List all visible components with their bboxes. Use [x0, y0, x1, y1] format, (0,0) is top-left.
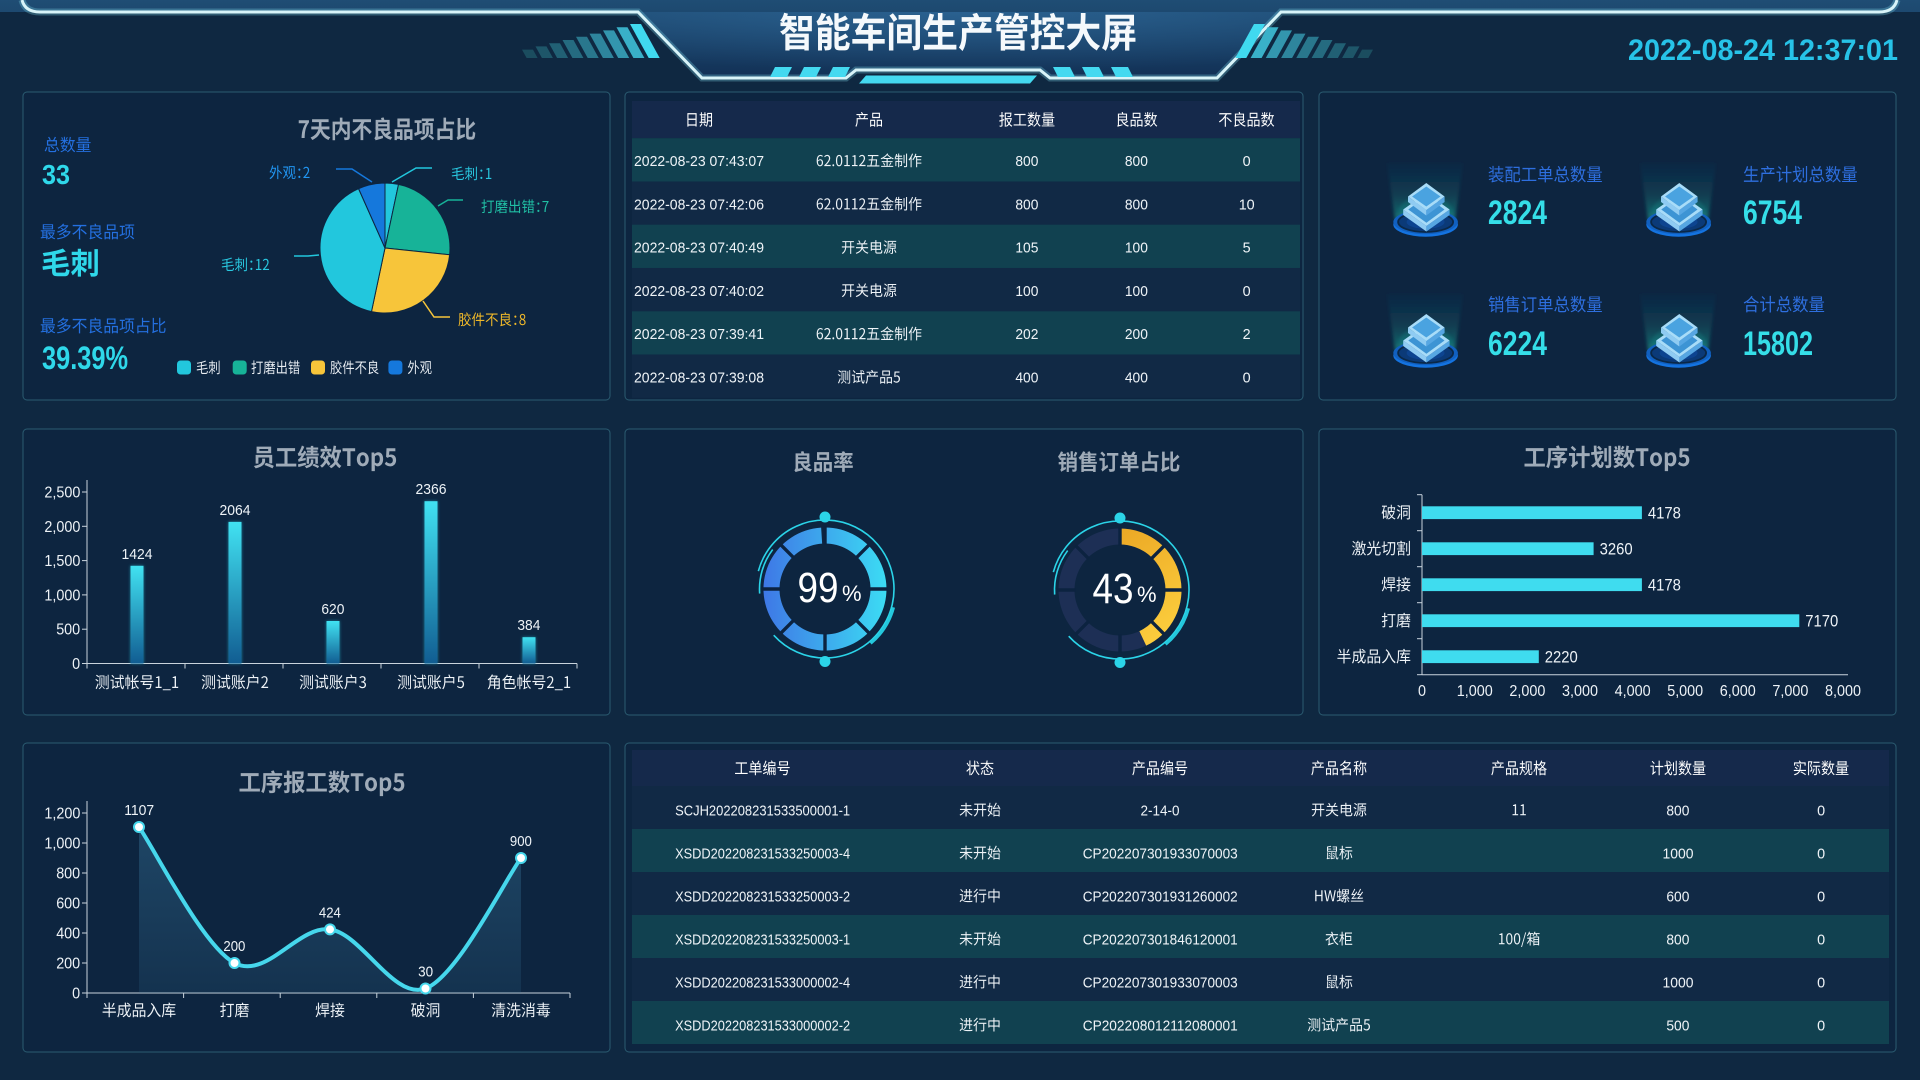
svg-text:100: 100 [1125, 240, 1148, 257]
svg-text:2824: 2824 [1488, 194, 1547, 232]
svg-text:5: 5 [1243, 240, 1251, 257]
svg-text:1,200: 1,200 [44, 806, 80, 823]
svg-text:CP202208012112080001: CP202208012112080001 [1083, 1017, 1238, 1034]
svg-text:0: 0 [72, 986, 80, 1003]
svg-text:30: 30 [418, 964, 433, 981]
svg-text:XSDD202208231533000002-2: XSDD202208231533000002-2 [675, 1017, 850, 1034]
svg-text:7,000: 7,000 [1772, 683, 1808, 700]
svg-text:800: 800 [1666, 931, 1689, 948]
svg-text:6754: 6754 [1743, 194, 1802, 232]
svg-text:6,000: 6,000 [1720, 683, 1756, 700]
svg-text:%: % [842, 581, 862, 606]
svg-text:4178: 4178 [1648, 504, 1681, 523]
svg-text:15802: 15802 [1743, 325, 1813, 363]
svg-text:1,000: 1,000 [1457, 683, 1493, 700]
svg-text:SCJH202208231533500001-1: SCJH202208231533500001-1 [675, 802, 850, 819]
svg-text:1000: 1000 [1663, 974, 1694, 991]
svg-text:105: 105 [1015, 240, 1038, 257]
svg-text:0: 0 [1817, 845, 1825, 862]
svg-text:99: 99 [798, 564, 839, 612]
svg-text:200: 200 [56, 956, 80, 973]
svg-text:400: 400 [1125, 370, 1148, 387]
svg-text:2022-08-23 07:39:41: 2022-08-23 07:39:41 [634, 326, 764, 343]
svg-text:2366: 2366 [416, 481, 447, 498]
svg-text:400: 400 [56, 926, 80, 943]
svg-text:%: % [1137, 582, 1157, 607]
svg-text:CP202207301846120001: CP202207301846120001 [1083, 931, 1238, 948]
svg-text:0: 0 [72, 656, 80, 673]
svg-text:800: 800 [1125, 153, 1148, 170]
svg-text:800: 800 [1125, 196, 1148, 213]
svg-text:600: 600 [56, 896, 80, 913]
svg-text:2,000: 2,000 [44, 519, 80, 536]
svg-text:424: 424 [319, 904, 341, 921]
svg-text:1,000: 1,000 [44, 587, 80, 604]
svg-text:CP202207301931260002: CP202207301931260002 [1083, 888, 1238, 905]
svg-text:202: 202 [1015, 326, 1038, 343]
svg-text:400: 400 [1015, 370, 1038, 387]
svg-text:XSDD202208231533250003-1: XSDD202208231533250003-1 [675, 931, 850, 948]
svg-text:2022-08-23 07:43:07: 2022-08-23 07:43:07 [634, 153, 764, 170]
svg-text:2022-08-23 07:42:06: 2022-08-23 07:42:06 [634, 196, 764, 213]
svg-text:800: 800 [1015, 196, 1038, 213]
svg-text:800: 800 [1015, 153, 1038, 170]
svg-text:2,500: 2,500 [44, 485, 80, 502]
svg-text:600: 600 [1666, 888, 1689, 905]
svg-text:800: 800 [1666, 802, 1689, 819]
svg-text:200: 200 [1125, 326, 1148, 343]
svg-text:2,000: 2,000 [1509, 683, 1545, 700]
svg-text:CP202207301933070003: CP202207301933070003 [1083, 974, 1238, 991]
svg-text:900: 900 [510, 833, 532, 850]
svg-text:10: 10 [1239, 196, 1255, 213]
svg-text:1424: 1424 [122, 546, 153, 563]
svg-text:39.39%: 39.39% [42, 340, 128, 376]
svg-text:0: 0 [1243, 153, 1251, 170]
svg-text:0: 0 [1418, 683, 1426, 700]
svg-text:100: 100 [1125, 283, 1148, 300]
svg-text:4,000: 4,000 [1615, 683, 1651, 700]
svg-text:XSDD202208231533250003-4: XSDD202208231533250003-4 [675, 845, 850, 862]
svg-text:4178: 4178 [1648, 576, 1681, 595]
svg-text:1000: 1000 [1663, 845, 1694, 862]
svg-text:8,000: 8,000 [1825, 683, 1861, 700]
svg-text:100: 100 [1015, 283, 1038, 300]
svg-text:1107: 1107 [124, 802, 154, 819]
svg-text:2-14-0: 2-14-0 [1141, 802, 1180, 819]
svg-text:43: 43 [1093, 565, 1134, 613]
svg-text:500: 500 [56, 622, 80, 639]
svg-text:33: 33 [42, 159, 70, 190]
svg-text:500: 500 [1666, 1017, 1689, 1034]
svg-text:2022-08-23 07:39:08: 2022-08-23 07:39:08 [634, 370, 764, 387]
svg-text:0: 0 [1817, 974, 1825, 991]
svg-text:0: 0 [1243, 370, 1251, 387]
svg-text:0: 0 [1817, 888, 1825, 905]
svg-text:3260: 3260 [1600, 540, 1633, 559]
svg-text:2022-08-23 07:40:49: 2022-08-23 07:40:49 [634, 240, 764, 257]
svg-text:800: 800 [56, 866, 80, 883]
svg-text:2064: 2064 [220, 502, 251, 519]
svg-text:0: 0 [1817, 802, 1825, 819]
svg-text:2022-08-24 12:37:01: 2022-08-24 12:37:01 [1628, 34, 1898, 67]
svg-text:2220: 2220 [1545, 648, 1578, 667]
svg-text:7170: 7170 [1805, 612, 1838, 631]
svg-text:3,000: 3,000 [1562, 683, 1598, 700]
svg-text:0: 0 [1817, 1017, 1825, 1034]
svg-text:CP202207301933070003: CP202207301933070003 [1083, 845, 1238, 862]
svg-text:0: 0 [1243, 283, 1251, 300]
svg-text:1,000: 1,000 [44, 836, 80, 853]
svg-text:5,000: 5,000 [1667, 683, 1703, 700]
svg-text:0: 0 [1817, 931, 1825, 948]
svg-text:1,500: 1,500 [44, 553, 80, 570]
svg-text:2: 2 [1243, 326, 1251, 343]
svg-text:200: 200 [223, 938, 245, 955]
svg-text:2022-08-23 07:40:02: 2022-08-23 07:40:02 [634, 283, 764, 300]
svg-text:XSDD202208231533000002-4: XSDD202208231533000002-4 [675, 974, 850, 991]
svg-text:384: 384 [517, 617, 540, 634]
svg-text:6224: 6224 [1488, 325, 1547, 363]
svg-text:XSDD202208231533250003-2: XSDD202208231533250003-2 [675, 888, 850, 905]
svg-text:620: 620 [321, 601, 344, 618]
